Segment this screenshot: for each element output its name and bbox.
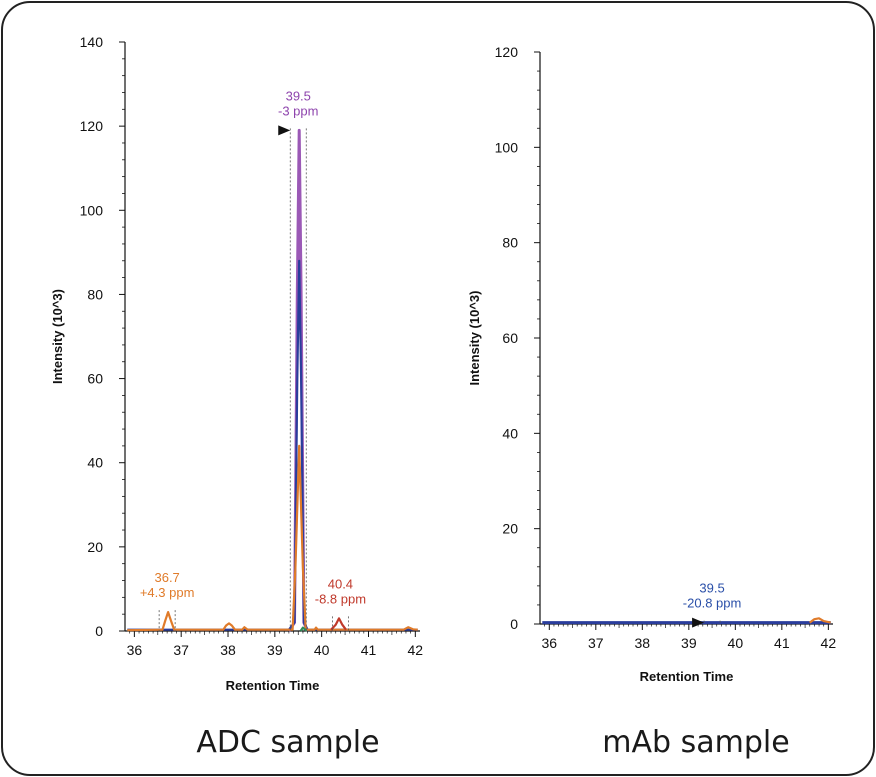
peak-annotation-ppm: +4.3 ppm <box>140 585 195 600</box>
y-tick-label: 60 <box>87 371 103 387</box>
y-tick-label: 140 <box>80 34 104 50</box>
peak-annotation-rt: 36.7 <box>154 570 179 585</box>
y-tick-label: 100 <box>80 202 104 218</box>
chart-panel-adc: 0 20 40 60 80 100 120 140 36 37 38 39 40 41 42 Retentio… <box>50 34 423 693</box>
y-tick-label: 0 <box>510 616 518 632</box>
peak-apex-marker <box>692 617 705 628</box>
peak-annotation-ppm: -8.8 ppm <box>315 591 366 606</box>
x-tick-label: 39 <box>267 642 283 658</box>
y-tick-label: 100 <box>495 139 519 155</box>
x-tick-label: 38 <box>220 642 236 658</box>
peak-annotation-rt: 39.5 <box>286 88 311 103</box>
y-tick-label: 120 <box>80 118 104 134</box>
x-tick-label: 36 <box>542 635 558 651</box>
x-tick-label: 41 <box>361 642 377 658</box>
peak-annotation-ppm: -3 ppm <box>278 103 318 118</box>
x-tick-label: 37 <box>173 642 189 658</box>
x-tick-label: 40 <box>728 635 744 651</box>
x-axis-title: Retention Time <box>226 678 320 693</box>
y-tick-label: 0 <box>95 623 103 639</box>
caption-mab-sample: mAb sample <box>602 725 789 760</box>
y-tick-label: 20 <box>87 539 103 555</box>
series-line-3 <box>330 617 347 631</box>
y-axis-title: Intensity (10^3) <box>50 289 65 384</box>
x-tick-label: 42 <box>408 642 424 658</box>
series-line-4 <box>299 626 308 632</box>
x-tick-label: 40 <box>314 642 330 658</box>
caption-adc-sample: ADC sample <box>196 725 379 760</box>
peak-apex-marker <box>278 125 291 136</box>
series-line-1 <box>809 617 831 624</box>
y-tick-label: 80 <box>502 235 518 251</box>
x-tick-label: 38 <box>635 635 651 651</box>
y-tick-label: 60 <box>502 330 518 346</box>
y-tick-label: 40 <box>502 425 518 441</box>
chart-panel-mab: 0 20 40 60 80 100 120 36 37 38 39 40 41 42 Retention T… <box>467 44 836 684</box>
y-axis-title: Intensity (10^3) <box>467 290 482 385</box>
y-tick-label: 20 <box>502 521 518 537</box>
peak-annotation-rt: 40.4 <box>328 576 353 591</box>
x-tick-label: 41 <box>774 635 790 651</box>
x-tick-label: 37 <box>588 635 604 651</box>
y-tick-label: 120 <box>495 44 519 60</box>
y-tick-label: 80 <box>87 286 103 302</box>
x-axis-title: Retention Time <box>640 669 734 684</box>
x-tick-label: 42 <box>821 635 837 651</box>
y-tick-label: 40 <box>87 455 103 471</box>
series-line-2 <box>127 444 418 632</box>
x-tick-label: 39 <box>681 635 697 651</box>
peak-annotation-rt: 39.5 <box>699 581 724 596</box>
peak-annotation-ppm: -20.8 ppm <box>683 596 742 611</box>
x-tick-label: 36 <box>127 642 143 658</box>
